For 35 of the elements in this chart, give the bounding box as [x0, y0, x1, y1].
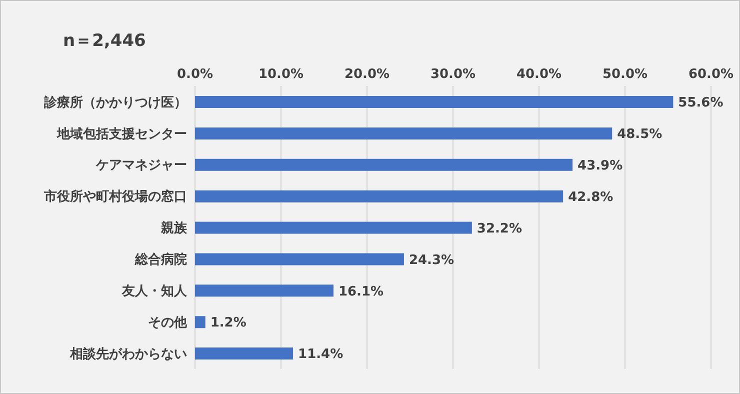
data-label: 43.9%	[578, 158, 623, 174]
bar	[195, 316, 206, 328]
x-tick-label: 20.0%	[344, 67, 390, 82]
bar	[195, 253, 404, 266]
y-tick-label: 診療所（かかりつけ医）	[43, 94, 187, 110]
x-tick-label: 60.0%	[688, 67, 734, 82]
x-tick-label: 40.0%	[516, 67, 562, 82]
x-tick-label: 0.0%	[176, 67, 214, 82]
y-tick-label: ケアマネジャー	[95, 158, 187, 174]
bar	[195, 96, 674, 108]
bar	[195, 348, 294, 360]
y-tick-label: 親族	[160, 220, 188, 236]
text: n＝2,446	[63, 30, 146, 52]
x-tick-label: 50.0%	[602, 67, 648, 82]
y-tick-label: 総合病院	[134, 252, 187, 268]
x-tick-label: 10.0%	[258, 67, 304, 82]
y-tick-label: 地域包括支援センター	[56, 126, 187, 142]
data-label: 48.5%	[617, 127, 662, 142]
data-label: 42.8%	[568, 190, 614, 205]
data-label: 55.6%	[678, 96, 724, 111]
y-tick-label: 市役所や町村役場の窓口	[43, 188, 187, 205]
x-tick-label: 30.0%	[430, 67, 476, 82]
y-tick-label: その他	[148, 315, 188, 330]
bar	[195, 127, 612, 140]
data-label: 11.4%	[298, 347, 344, 362]
data-label: 32.2%	[476, 221, 522, 236]
data-label: 24.3%	[408, 252, 454, 268]
bar	[195, 190, 564, 202]
y-tick-label: 相談先がわからない	[69, 346, 187, 362]
bar	[195, 158, 573, 171]
data-label: 16.1%	[338, 284, 384, 300]
bar	[195, 222, 472, 234]
bar	[195, 284, 334, 297]
data-label: 1.2%	[210, 316, 246, 331]
y-tick-label: 友人・知人	[121, 284, 188, 300]
